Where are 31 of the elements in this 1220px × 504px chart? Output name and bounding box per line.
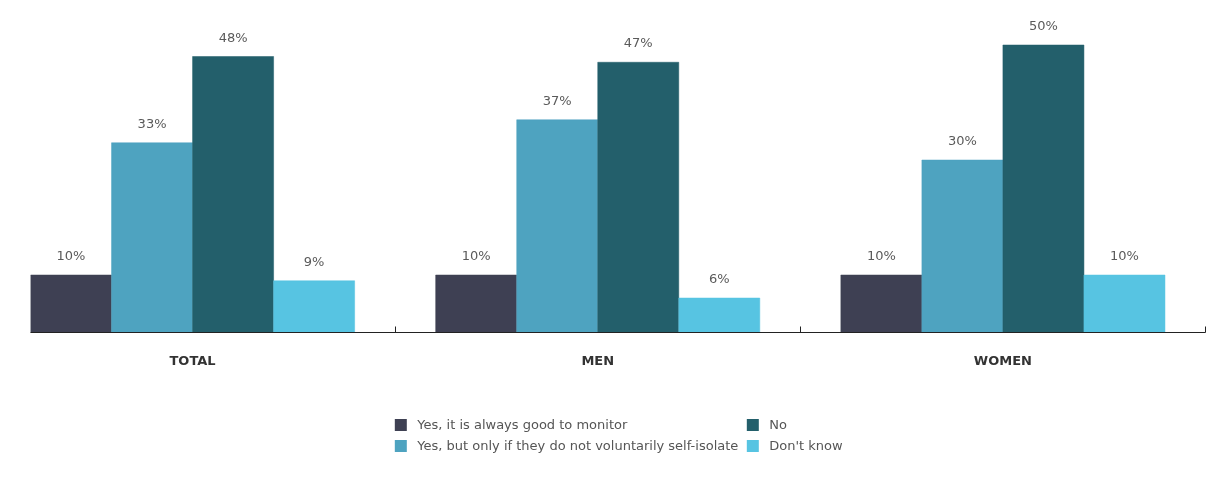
data-label: 47%: [623, 35, 653, 51]
data-label: 50%: [1028, 18, 1058, 33]
bar: [111, 142, 193, 333]
legend-label: Yes, it is always good to monitor: [417, 417, 628, 432]
bar: [921, 159, 1004, 333]
bar: [273, 280, 355, 333]
bar: [192, 56, 274, 333]
data-label: 48%: [218, 29, 248, 45]
legend-label: No: [769, 417, 788, 432]
x-tick-label: MEN: [581, 352, 615, 368]
x-tick-label: WOMEN: [973, 352, 1032, 368]
bar: [516, 119, 598, 333]
bar: [678, 297, 761, 333]
data-label: 10%: [56, 248, 86, 263]
data-label: 10%: [1110, 248, 1139, 263]
x-tick-label: TOTAL: [169, 352, 216, 368]
bar: [1083, 274, 1166, 333]
data-label: 6%: [708, 271, 730, 286]
data-label: 10%: [866, 248, 896, 263]
data-label: 33%: [137, 115, 167, 131]
bar: [1002, 44, 1085, 333]
bar: [597, 62, 680, 333]
bar: [435, 274, 517, 333]
data-label: 10%: [461, 248, 491, 263]
legend-label: Yes, but only if they do not voluntarily self-isolate: [417, 438, 739, 453]
data-label: 37%: [542, 92, 572, 108]
bar: [30, 274, 112, 333]
data-label: 9%: [303, 253, 325, 269]
data-label: 30%: [947, 133, 977, 148]
bar: [840, 274, 923, 333]
legend-label: Don't know: [769, 438, 843, 453]
